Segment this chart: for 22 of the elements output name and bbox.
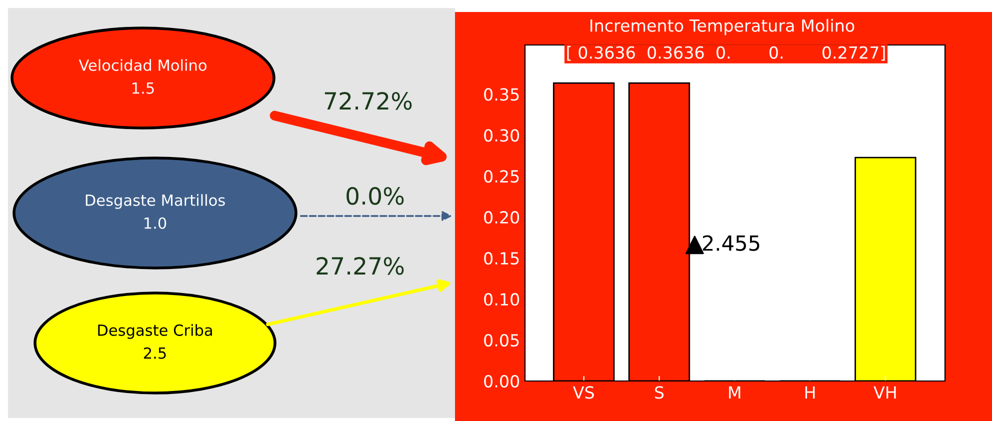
y-tick-label: 0.00 [484, 374, 520, 388]
y-tick-label: 0.30 [484, 129, 520, 142]
x-tick-label: VS [572, 386, 594, 399]
chart-subtitle: [ 0.3636 0.3636 0. 0. 0.2727] [567, 46, 885, 61]
x-tick-label: S [655, 386, 664, 399]
text: Velocidad Molino 1.5 [78, 59, 206, 94]
y-tick-label: 0.15 [484, 252, 519, 265]
x-tick-label: H [805, 386, 815, 399]
y-tick-label: 0.25 [484, 170, 519, 183]
text: 27.27% [316, 256, 404, 275]
y-tick-label: 0.10 [484, 293, 520, 306]
y-tick-label: 0.35 [484, 88, 519, 101]
text: 0.0% [346, 186, 404, 205]
text: 72.72% [324, 92, 412, 110]
x-tick-label: VH [874, 386, 896, 399]
x-tick-label: M [729, 386, 740, 399]
y-tick-label: 0.05 [484, 334, 519, 347]
text: Desgaste Martillos 1.0 [86, 194, 225, 229]
text: Desgaste Criba 2.5 [98, 324, 212, 359]
chart-title: Incremento Temperatura Molino [590, 18, 854, 36]
annotation: 2.455 [702, 235, 760, 251]
y-tick-label: 0.20 [484, 211, 520, 224]
